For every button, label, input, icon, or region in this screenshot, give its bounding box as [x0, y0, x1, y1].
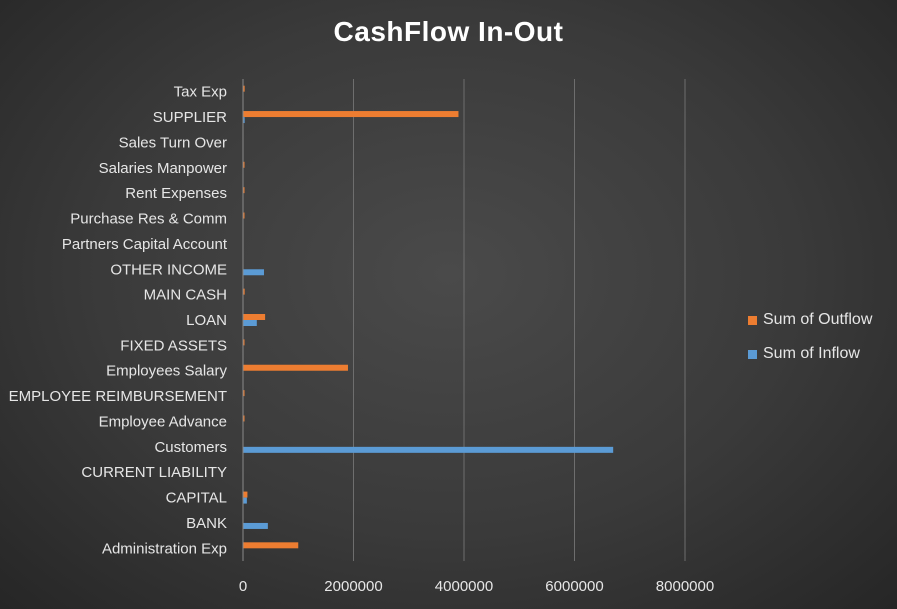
- bar-inflow: [243, 117, 245, 124]
- legend-label-inflow: Sum of Inflow: [763, 345, 860, 362]
- category-label: Administration Exp: [102, 540, 227, 557]
- category-label: OTHER INCOME: [110, 261, 227, 278]
- chart-title: CashFlow In-Out: [333, 16, 564, 47]
- category-label: Tax Exp: [174, 84, 227, 101]
- category-label: Partners Capital Account: [62, 236, 228, 253]
- category-label: BANK: [186, 515, 227, 532]
- category-label: Salaries Manpower: [99, 160, 227, 177]
- chart-legend: Sum of Outflow Sum of Inflow: [748, 303, 872, 371]
- legend-item-inflow: Sum of Inflow: [748, 337, 872, 371]
- category-label: Rent Expenses: [125, 185, 227, 202]
- x-tick-label: 6000000: [545, 578, 603, 595]
- x-tick-label: 0: [239, 578, 247, 595]
- legend-item-outflow: Sum of Outflow: [748, 303, 872, 337]
- bar-outflow: [243, 111, 459, 118]
- category-label: SUPPLIER: [153, 109, 227, 126]
- bar-outflow: [243, 415, 245, 422]
- category-label: LOAN: [186, 312, 227, 329]
- category-label: EMPLOYEE REIMBURSEMENT: [9, 388, 227, 405]
- bar-outflow: [243, 390, 245, 397]
- category-label: Purchase Res & Comm: [70, 211, 227, 228]
- category-label: Sales Turn Over: [119, 134, 227, 151]
- legend-swatch-outflow: [748, 315, 757, 325]
- x-tick-label: 8000000: [656, 578, 714, 595]
- bar-outflow: [243, 187, 245, 194]
- bar-inflow: [243, 269, 264, 276]
- category-label: CURRENT LIABILITY: [81, 464, 227, 481]
- bar-outflow: [243, 314, 266, 320]
- legend-label-outflow: Sum of Outflow: [763, 311, 873, 328]
- bar-inflow: [243, 320, 257, 326]
- category-label: Customers: [154, 439, 227, 456]
- bar-outflow: [243, 288, 245, 295]
- category-label: Employees Salary: [106, 363, 227, 380]
- bar-outflow: [243, 161, 245, 168]
- bar-inflow: [243, 446, 614, 453]
- bar-outflow: [243, 212, 245, 219]
- bar-outflow: [243, 339, 245, 346]
- category-label: MAIN CASH: [144, 287, 227, 304]
- bar-inflow: [243, 497, 247, 504]
- x-tick-label: 2000000: [324, 578, 382, 595]
- bar-outflow: [243, 364, 348, 371]
- category-label: Employee Advance: [99, 413, 227, 430]
- bar-outflow: [243, 85, 245, 92]
- bar-inflow: [243, 522, 268, 529]
- bar-outflow: [243, 491, 248, 498]
- category-label: FIXED ASSETS: [120, 337, 227, 354]
- x-tick-label: 4000000: [435, 578, 493, 595]
- category-label: CAPITAL: [166, 490, 227, 507]
- legend-swatch-inflow: [748, 349, 757, 359]
- bar-outflow: [243, 542, 299, 549]
